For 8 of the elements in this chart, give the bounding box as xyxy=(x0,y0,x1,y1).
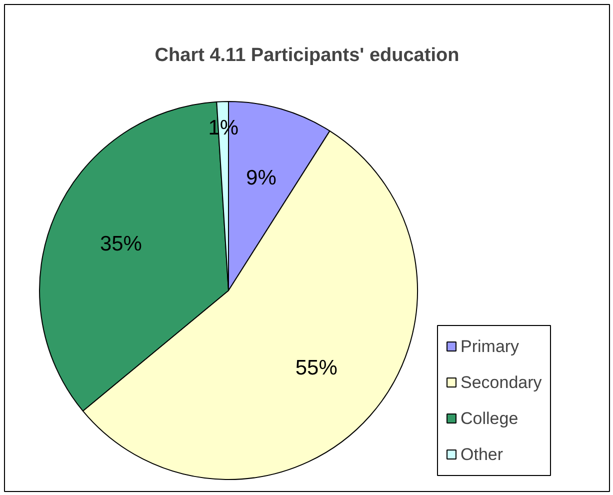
legend-label: Primary xyxy=(460,337,520,356)
data-label: 9% xyxy=(246,166,276,190)
chart-title: Chart 4.11 Participants' education xyxy=(154,45,460,66)
legend-label: Other xyxy=(460,445,504,464)
legend-label: Secondary xyxy=(460,373,542,392)
legend-label: College xyxy=(460,409,518,428)
data-label: 55% xyxy=(295,356,338,380)
data-label: 35% xyxy=(100,232,142,256)
